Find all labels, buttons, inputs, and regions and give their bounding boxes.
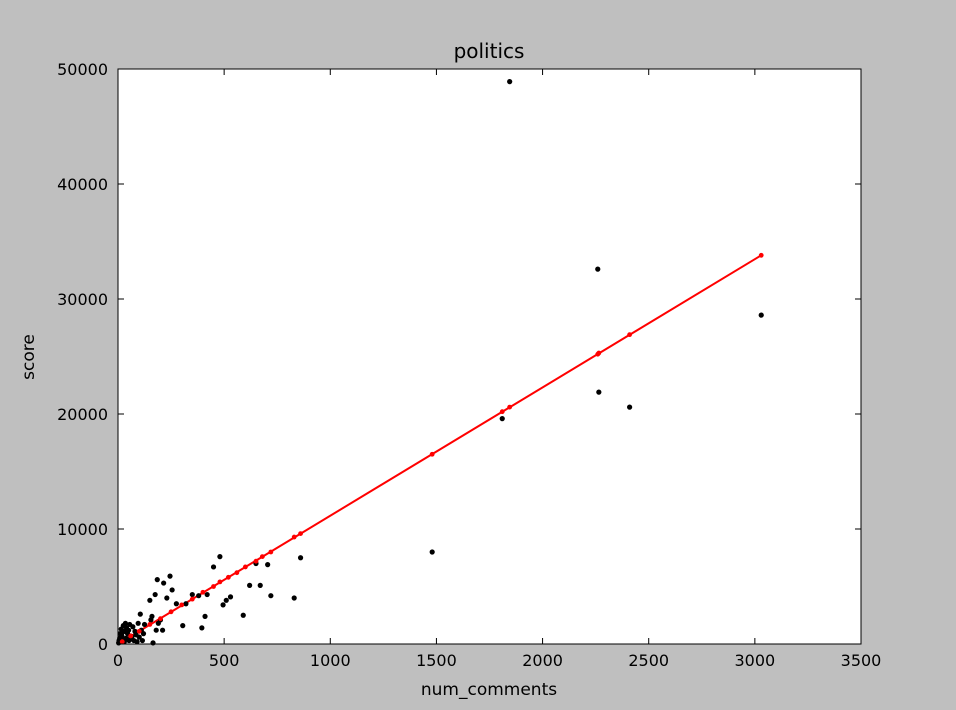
fit-line	[117, 254, 762, 645]
data-point	[227, 594, 234, 600]
fit-point	[242, 564, 248, 570]
data-point	[189, 591, 195, 598]
fit-point	[168, 609, 174, 615]
fit-points	[119, 252, 764, 645]
fit-point	[758, 252, 764, 258]
fit-point	[253, 558, 259, 564]
data-point	[140, 631, 147, 637]
data-point	[149, 613, 155, 620]
x-axis-label: num_comments	[421, 680, 557, 700]
data-point	[202, 613, 208, 620]
y-tick-label: 20000	[57, 405, 108, 424]
fit-point	[189, 596, 195, 602]
fit-line-layer	[117, 254, 762, 645]
data-point	[130, 624, 136, 630]
data-point	[147, 597, 153, 603]
data-point	[199, 625, 205, 631]
data-point	[183, 601, 189, 607]
fit-point	[147, 622, 153, 627]
fit-point	[429, 451, 435, 457]
data-point	[210, 564, 217, 570]
plot-area	[118, 69, 861, 644]
fit-point	[119, 639, 125, 645]
data-point	[596, 389, 602, 395]
fit-point	[298, 531, 303, 536]
data-point	[153, 627, 159, 633]
scatter-points	[116, 79, 764, 646]
fit-point	[627, 332, 633, 338]
fit-point	[596, 350, 602, 356]
fit-point	[217, 579, 223, 585]
data-point	[135, 620, 141, 626]
plot-frame	[117, 68, 862, 645]
fit-point	[234, 570, 240, 576]
fit-point	[268, 549, 274, 555]
fit-point	[291, 534, 297, 540]
data-point	[758, 312, 764, 318]
chart-title: politics	[454, 39, 525, 63]
data-point	[291, 595, 297, 601]
x-tick-label: 2500	[628, 651, 669, 670]
x-tick-label: 0	[113, 651, 123, 670]
data-point	[137, 611, 143, 617]
y-tick-label: 50000	[57, 60, 108, 79]
y-tick-label: 40000	[57, 175, 108, 194]
y-tick-label: 30000	[57, 290, 108, 309]
data-point	[297, 555, 304, 561]
data-point	[141, 621, 148, 628]
x-tick-label: 1000	[310, 651, 351, 670]
data-point	[164, 595, 170, 601]
fit-point	[507, 404, 513, 410]
data-point	[173, 601, 179, 607]
data-point	[150, 640, 156, 646]
data-point	[627, 404, 633, 410]
data-point	[136, 634, 142, 640]
fit-point	[211, 584, 216, 589]
data-point	[196, 593, 202, 599]
data-point	[247, 582, 253, 588]
data-point	[217, 554, 223, 560]
data-point	[240, 612, 246, 618]
data-point	[161, 580, 167, 586]
data-point	[507, 79, 513, 85]
data-point	[167, 573, 173, 579]
data-point	[180, 623, 186, 629]
fit-point	[158, 616, 163, 622]
data-point	[223, 597, 229, 603]
data-point	[595, 266, 601, 272]
data-point	[429, 549, 435, 555]
x-tick-label: 3000	[734, 651, 775, 670]
y-tick-label: 10000	[57, 520, 108, 539]
data-point	[169, 587, 175, 593]
fit-point	[200, 589, 206, 595]
y-tick-label: 0	[98, 635, 108, 654]
x-tick-label: 1500	[416, 651, 457, 670]
fit-point	[499, 409, 505, 415]
fit-point	[136, 628, 142, 634]
data-point	[134, 639, 140, 645]
data-point	[159, 627, 166, 633]
data-point	[122, 620, 129, 626]
x-tick-label: 500	[209, 651, 240, 670]
data-point	[154, 577, 160, 583]
fit-point	[179, 602, 185, 608]
y-axis-label: score	[19, 334, 39, 380]
x-tick-label: 2000	[522, 651, 563, 670]
fit-point	[259, 554, 265, 559]
fit-point	[128, 633, 134, 639]
y-axis: 0 10000 20000 30000 40000 50000	[57, 60, 861, 654]
data-point	[126, 627, 132, 633]
data-point	[265, 562, 271, 568]
data-point	[257, 582, 263, 588]
x-tick-label: 3500	[841, 651, 882, 670]
data-point	[268, 593, 274, 599]
data-point	[139, 637, 146, 644]
x-axis: 0 500 1000 1500 2000 2500 3000 3500	[113, 69, 881, 670]
data-point	[204, 591, 210, 598]
data-point	[499, 416, 505, 422]
fit-point	[225, 574, 231, 580]
data-point	[220, 602, 226, 608]
data-point	[152, 591, 158, 598]
